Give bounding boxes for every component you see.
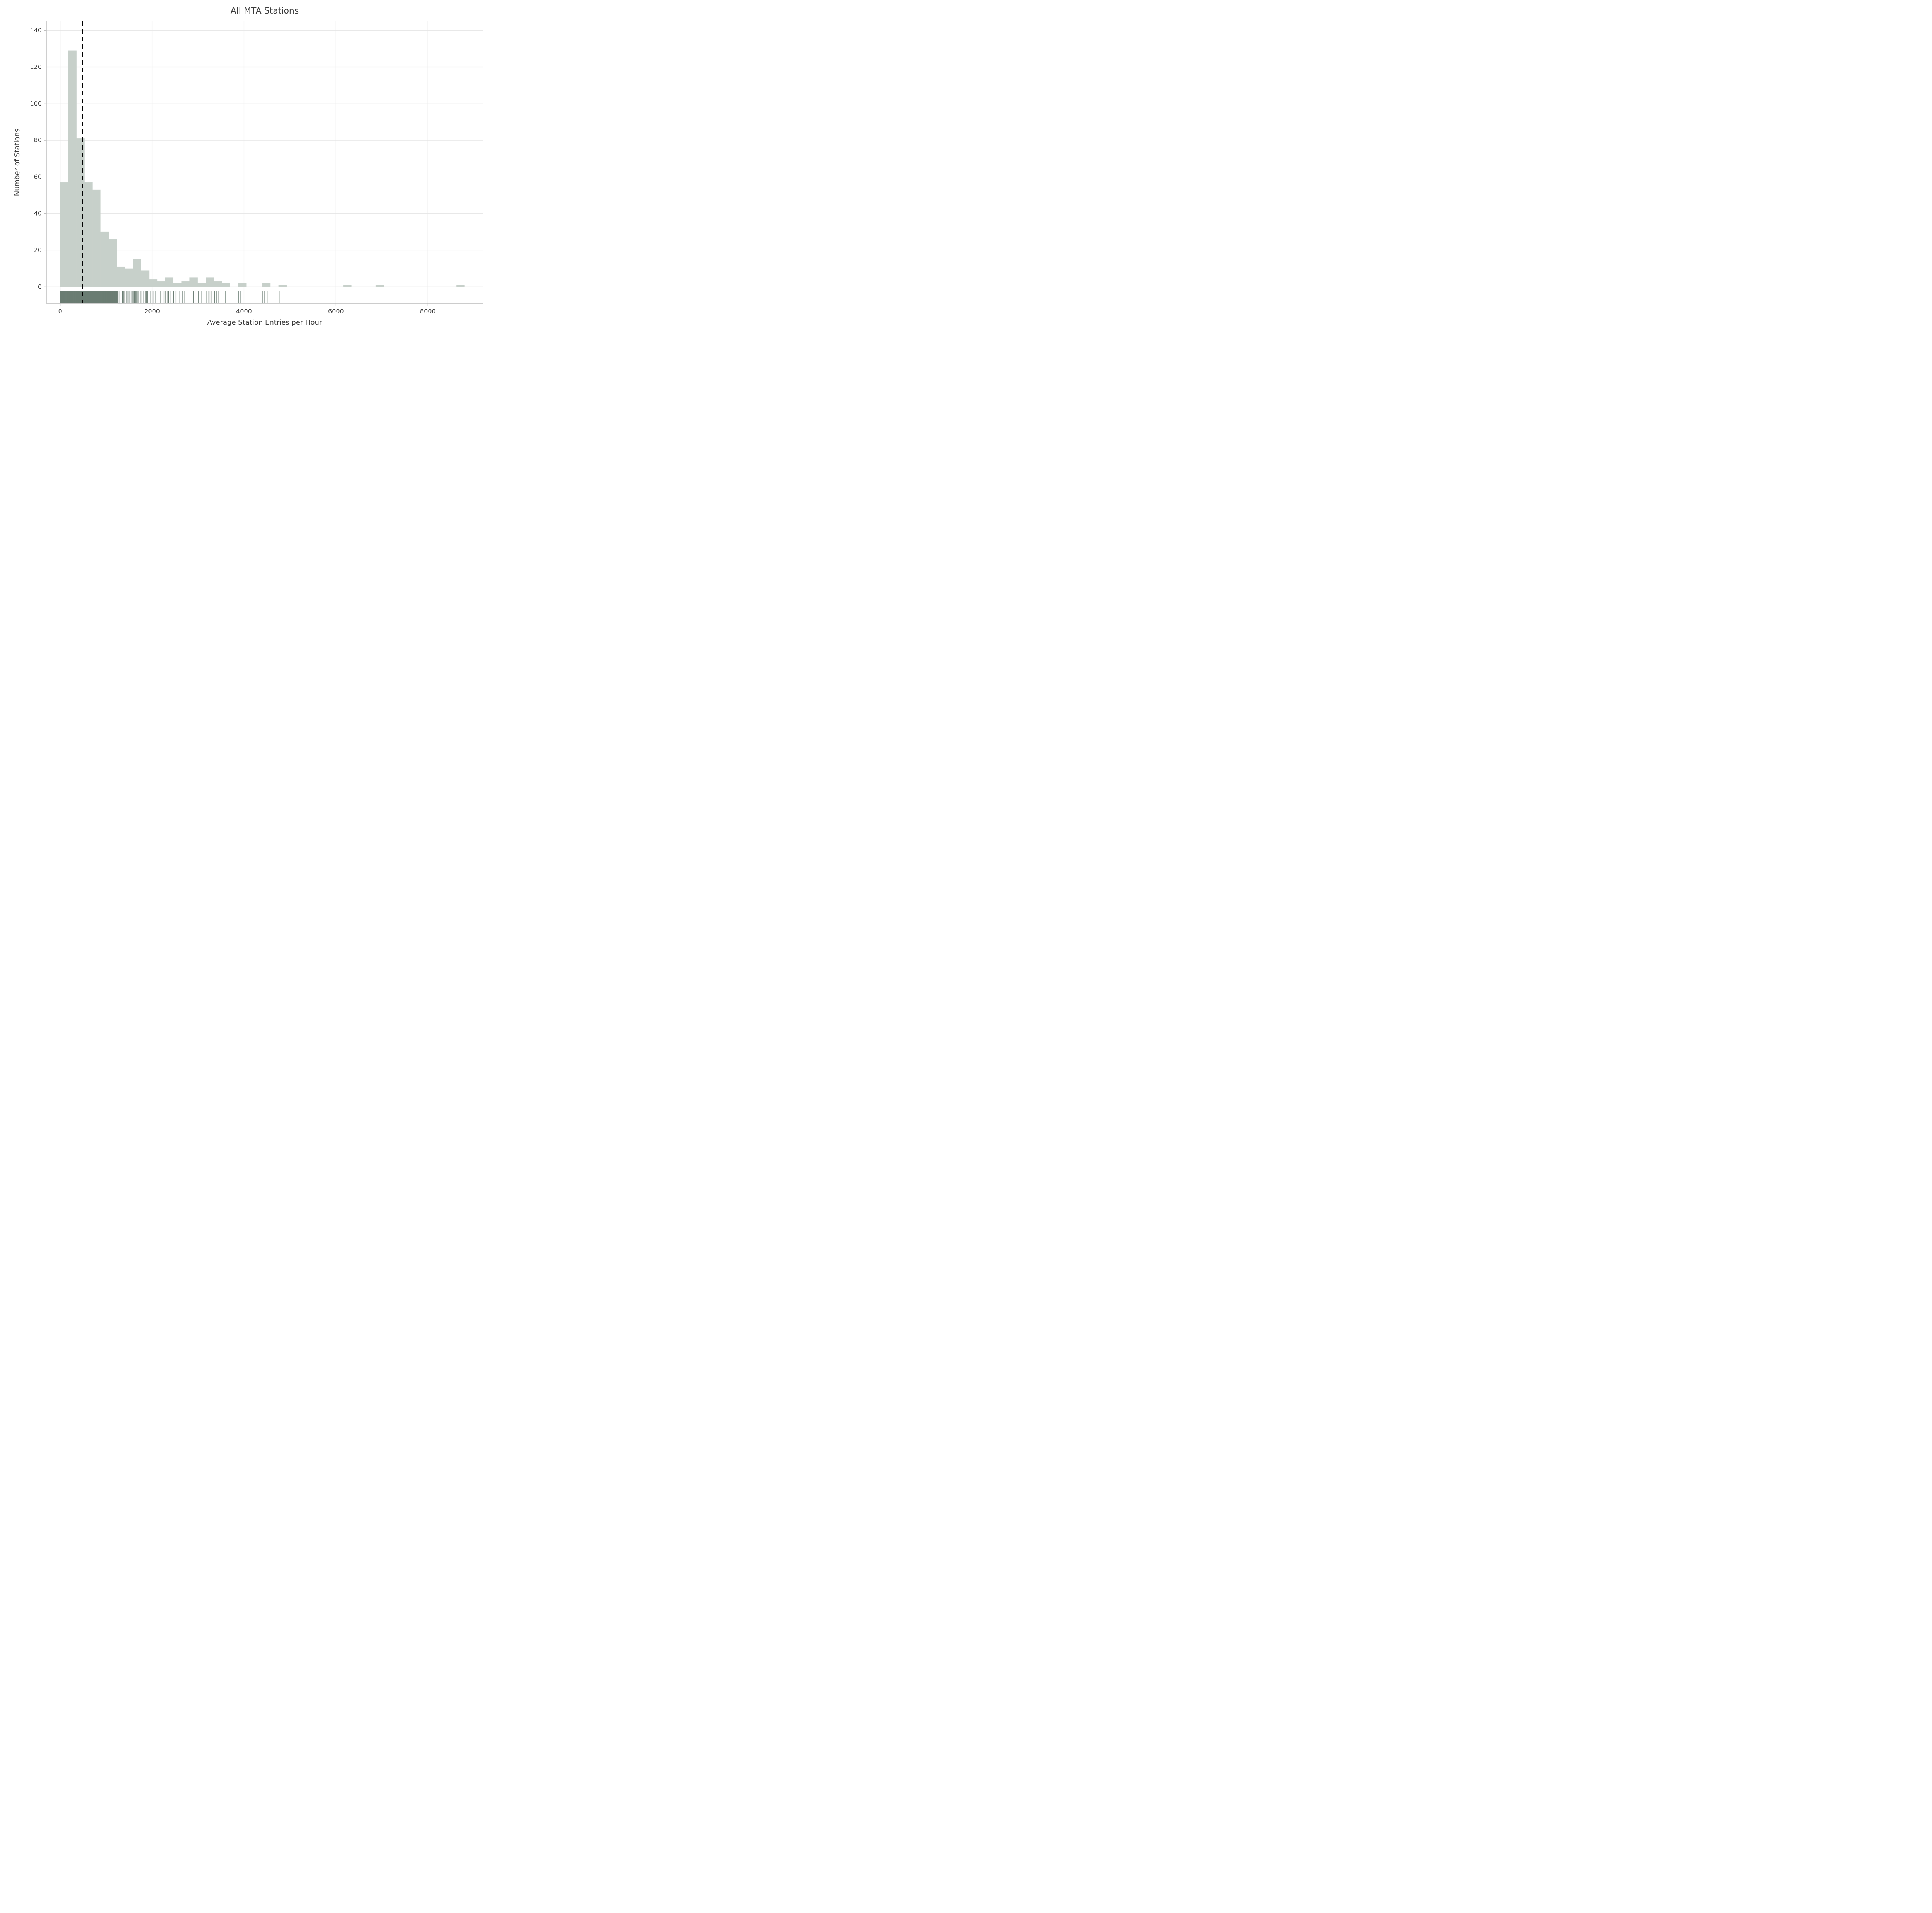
histogram-bar <box>206 278 214 287</box>
y-axis-label: Number of Stations <box>13 129 21 196</box>
histogram-bar <box>376 285 384 287</box>
histogram-bar <box>77 138 85 287</box>
histogram-bar <box>157 281 165 287</box>
histogram-bar <box>100 232 109 287</box>
histogram-bar <box>125 269 133 287</box>
histogram-chart: 0 2000 4000 6000 8000 0 20 40 60 80 100 120 140 Avera… <box>0 0 501 344</box>
histogram-bar <box>190 278 198 287</box>
chart-title: All MTA Stations <box>231 6 299 16</box>
histogram-bar <box>60 182 68 287</box>
y-tick-label: 120 <box>30 63 42 71</box>
histogram-bar <box>262 283 270 287</box>
histogram-bar <box>182 281 190 287</box>
histogram-bar <box>149 279 157 287</box>
y-tick-label: 60 <box>34 173 42 180</box>
y-tick-label: 140 <box>30 27 42 34</box>
x-tick-label: 8000 <box>420 308 436 315</box>
y-tick-label: 80 <box>34 136 42 144</box>
histogram-bar <box>117 267 125 287</box>
histogram-bar <box>141 271 149 287</box>
histogram-bar <box>456 285 464 287</box>
histogram-bar <box>68 51 77 287</box>
x-tick-label: 0 <box>58 308 62 315</box>
x-axis-label: Average Station Entries per Hour <box>207 318 322 327</box>
histogram-bar <box>222 283 230 287</box>
y-tick-label: 0 <box>38 283 42 290</box>
histogram-bar <box>198 283 206 287</box>
y-tick-label: 100 <box>30 100 42 107</box>
histogram-bar <box>279 285 287 287</box>
y-tick-label: 20 <box>34 247 42 254</box>
histogram-bar <box>238 283 246 287</box>
histogram-bar <box>165 278 173 287</box>
histogram-bar <box>173 283 182 287</box>
x-tick-label: 2000 <box>144 308 160 315</box>
histogram-bar <box>84 182 92 287</box>
x-tick-label: 6000 <box>328 308 344 315</box>
histogram-bar <box>92 190 100 287</box>
histogram-bar <box>109 239 117 287</box>
y-tick-label: 40 <box>34 210 42 217</box>
histogram-bar <box>343 285 351 287</box>
histogram-bar <box>133 259 141 287</box>
x-tick-label: 4000 <box>236 308 252 315</box>
histogram-bar <box>214 281 222 287</box>
